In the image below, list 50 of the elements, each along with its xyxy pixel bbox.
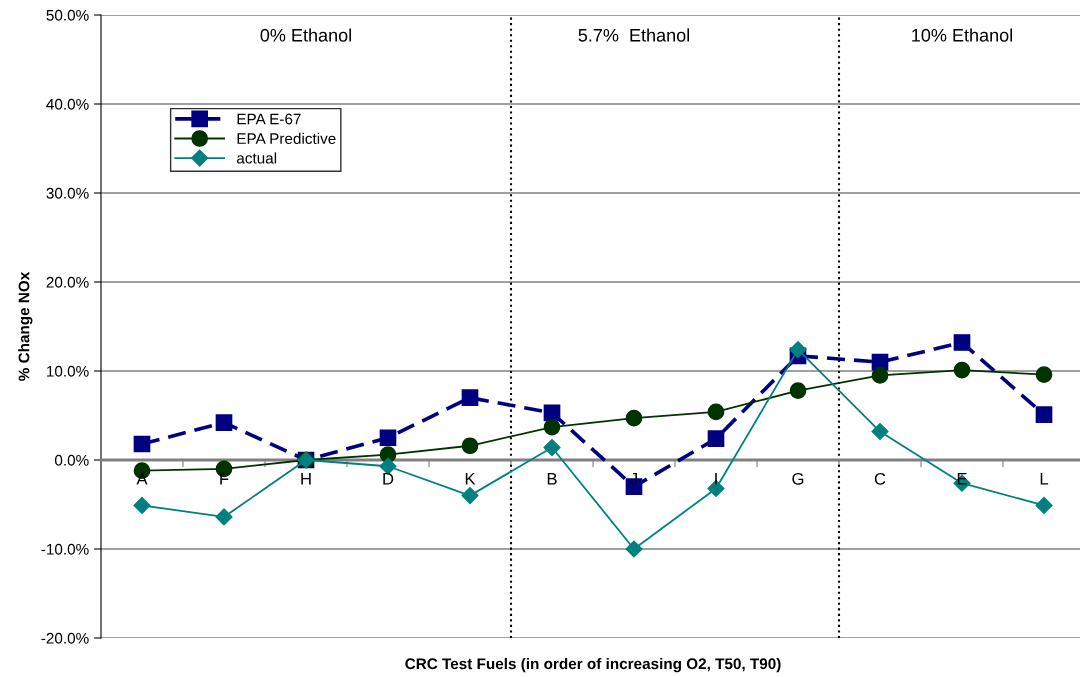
point [1035, 496, 1053, 514]
y-tick-label: -20.0% [41, 632, 89, 644]
point [871, 367, 889, 384]
point [133, 496, 151, 514]
x-tick-label: I [715, 473, 717, 485]
point [543, 404, 561, 422]
y-tick-label: 0.0% [54, 454, 89, 466]
y-tick-label: -10.0% [41, 543, 89, 555]
point [133, 435, 151, 453]
point [1035, 366, 1053, 383]
x-tick-label: B [547, 473, 557, 485]
y-axis-title: % Change NOx [18, 271, 33, 381]
y-tick-label: 50.0% [46, 9, 89, 21]
annotation: 10% Ethanol [912, 28, 1012, 42]
point [789, 341, 807, 359]
x-tick-label: C [874, 472, 886, 485]
y-tick-label: 10.0% [47, 365, 89, 377]
point [461, 487, 479, 505]
point [461, 437, 479, 455]
point [953, 361, 971, 379]
annotation: 5.7% Ethanol [578, 28, 690, 42]
point [707, 479, 725, 498]
x-axis-title: CRC Test Fuels (in order of increasing O2, T50, T90) [405, 657, 781, 673]
point [625, 409, 643, 427]
x-tick-label: K [465, 473, 476, 485]
point [379, 429, 397, 447]
point [707, 403, 725, 421]
point [379, 457, 397, 475]
y-tick-label: 40.0% [46, 98, 89, 110]
point [1035, 406, 1053, 423]
point [543, 438, 561, 457]
point [215, 508, 233, 526]
legend-label: EPA E-67 [237, 113, 301, 125]
x-tick-label: H [301, 473, 311, 485]
point [543, 418, 561, 436]
legend-label: actual [236, 152, 277, 164]
point [461, 389, 479, 407]
x-tick-label: D [383, 473, 394, 485]
point [215, 414, 233, 431]
x-tick-label: L [1040, 473, 1049, 485]
point [953, 334, 971, 351]
point [789, 382, 807, 399]
annotation: 0% Ethanol [260, 28, 351, 42]
point [707, 430, 725, 447]
y-tick-label: 20.0% [46, 276, 89, 288]
y-tick-label: 30.0% [46, 187, 89, 199]
x-tick-label: G [792, 472, 804, 485]
point [871, 422, 889, 441]
point [625, 540, 643, 558]
legend-label: EPA Predictive [237, 132, 336, 145]
